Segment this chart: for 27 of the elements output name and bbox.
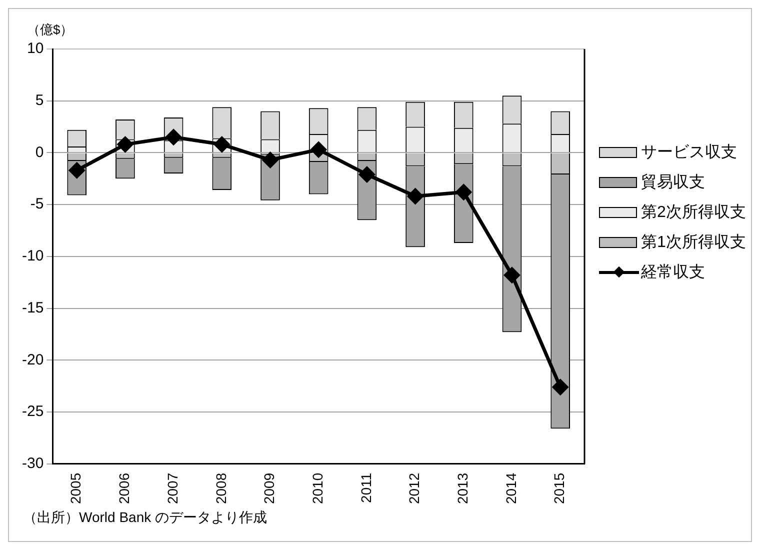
x-tick-label: 2009 xyxy=(261,472,278,504)
y-tick-label: -15 xyxy=(22,299,44,316)
y-axis-title: （億$） xyxy=(27,21,74,39)
x-tick-label: 2006 xyxy=(116,472,132,504)
y-tick-label: -25 xyxy=(22,403,44,420)
y-tick-label: -30 xyxy=(22,454,44,472)
x-tick-label: 2011 xyxy=(358,472,374,503)
y-tick-label: 5 xyxy=(35,92,44,109)
y-tick-label: -20 xyxy=(22,351,44,368)
y-tick-label: 10 xyxy=(26,40,44,58)
x-tick-label: 2008 xyxy=(212,472,229,504)
x-tick-label: 2005 xyxy=(68,472,84,504)
legend-label: 第1次所得収支 xyxy=(641,232,746,252)
y-tick-label: 0 xyxy=(35,144,44,161)
legend-label: サービス収支 xyxy=(641,142,737,162)
legend-label: 経常収支 xyxy=(641,262,705,282)
legend-label: 貿易収支 xyxy=(641,172,705,192)
x-tick-label: 2012 xyxy=(406,472,422,504)
text: （出所）World Bank のデータより作成 xyxy=(23,509,267,527)
x-tick-label: 2015 xyxy=(551,472,568,504)
legend-label: 第2次所得収支 xyxy=(641,202,746,222)
x-tick-label: 2010 xyxy=(309,472,326,504)
x-tick-label: 2014 xyxy=(502,472,519,504)
x-tick-label: 2007 xyxy=(164,472,180,504)
x-tick-label: 2013 xyxy=(454,472,470,504)
y-tick-label: -10 xyxy=(22,248,44,265)
y-tick-label: -5 xyxy=(30,196,44,213)
